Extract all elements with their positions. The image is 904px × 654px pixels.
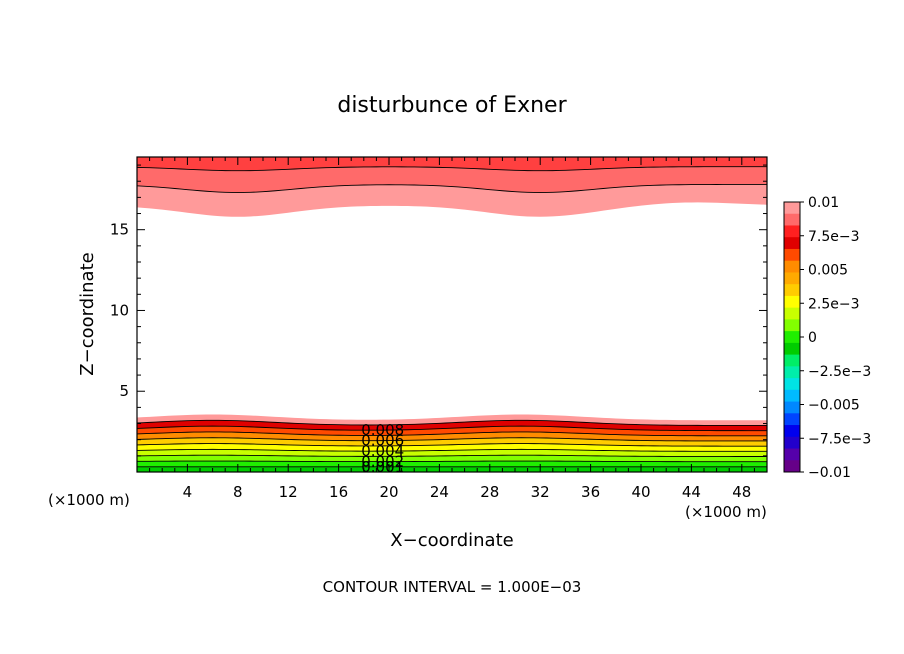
- colorbar-tick-label: 7.5e−3: [808, 229, 860, 245]
- colorbar-swatch: [784, 248, 800, 262]
- y-tick-label: 10: [110, 301, 129, 319]
- colorbar-swatch: [784, 378, 800, 391]
- colorbar-swatch: [784, 260, 800, 273]
- colorbar-swatch: [784, 436, 800, 450]
- contour-line: [137, 448, 767, 452]
- colorbar-swatch: [784, 401, 800, 414]
- contour-line: [137, 184, 767, 193]
- colorbar-tick-label: 0.005: [808, 263, 848, 279]
- contour-label: 0.008: [361, 421, 404, 439]
- colorbar-tick-label: −0.01: [808, 465, 851, 481]
- colorbar-swatch: [784, 284, 800, 297]
- contour-interval-note: CONTOUR INTERVAL = 1.000E−03: [323, 578, 582, 596]
- contour-label: 0.004: [361, 442, 404, 460]
- y-tick-label: 5: [119, 382, 129, 400]
- x-tick-label: 48: [732, 483, 751, 501]
- x-unit-left: (×1000 m): [48, 491, 130, 509]
- x-tick-label: 24: [430, 483, 449, 501]
- colorbar-swatch: [784, 307, 800, 320]
- contour-line: [137, 437, 767, 442]
- x-tick-label: 4: [183, 483, 193, 501]
- colorbar-swatch: [784, 331, 800, 344]
- contour-bands: [137, 157, 767, 472]
- colorbar-tick-label: −7.5e−3: [808, 431, 871, 447]
- colorbar-swatch: [784, 225, 800, 238]
- colorbar-swatch: [784, 460, 800, 473]
- colorbar-swatch: [784, 425, 800, 438]
- x-tick-label: 8: [233, 483, 243, 501]
- colorbar-tick-label: −2.5e−3: [808, 364, 871, 380]
- y-axis-label: Z−coordinate: [77, 252, 98, 375]
- contour-line: [137, 425, 767, 432]
- contour-label: 0.001: [361, 458, 404, 476]
- colorbar-swatch: [784, 413, 800, 426]
- x-tick-label: 44: [682, 483, 701, 501]
- x-axis-label: X−coordinate: [390, 530, 513, 551]
- colorbar-tick-label: 0: [808, 330, 817, 346]
- x-tick-label: 36: [581, 483, 600, 501]
- contour-label: 0.006: [361, 432, 404, 450]
- colorbar-swatch: [784, 342, 800, 356]
- colorbar-swatch: [784, 389, 800, 403]
- colorbar-swatch: [784, 319, 800, 332]
- y-tick-label: 15: [110, 221, 129, 239]
- contour-label: 0.002: [361, 453, 404, 471]
- contour-lines: [137, 166, 767, 468]
- colorbar-swatch: [784, 366, 800, 379]
- colorbar-swatch: [784, 354, 800, 367]
- x-tick-label: 40: [631, 483, 650, 501]
- colorbar-swatch: [784, 213, 800, 226]
- contour-band-top: [137, 157, 767, 171]
- colorbar-swatch: [784, 272, 800, 285]
- contour-line: [137, 460, 767, 463]
- colorbar-tick-label: 0.01: [808, 195, 839, 211]
- contour-line: [137, 454, 767, 457]
- x-tick-label: 12: [279, 483, 298, 501]
- colorbar-tick-label: −0.005: [808, 398, 860, 414]
- x-tick-label: 32: [531, 483, 550, 501]
- colorbar-swatch: [784, 202, 800, 215]
- x-tick-label: 16: [329, 483, 348, 501]
- x-tick-label: 20: [379, 483, 398, 501]
- colorbar-swatch: [784, 237, 800, 250]
- x-tick-label: 28: [480, 483, 499, 501]
- chart-title: disturbunce of Exner: [337, 93, 567, 118]
- colorbar-swatch: [784, 295, 800, 309]
- x-unit-right: (×1000 m): [685, 503, 767, 521]
- colorbar-tick-label: 2.5e−3: [808, 296, 860, 312]
- colorbar: 0.01 7.5e−3 0.005 2.5e−3 0 −2.5e−3 −0.005 −7.5e…: [783, 195, 871, 481]
- contour-line: [137, 443, 767, 447]
- contour-line: [137, 431, 767, 437]
- contour-line: [137, 419, 767, 426]
- colorbar-swatch: [784, 448, 800, 461]
- contour-line: [137, 166, 767, 172]
